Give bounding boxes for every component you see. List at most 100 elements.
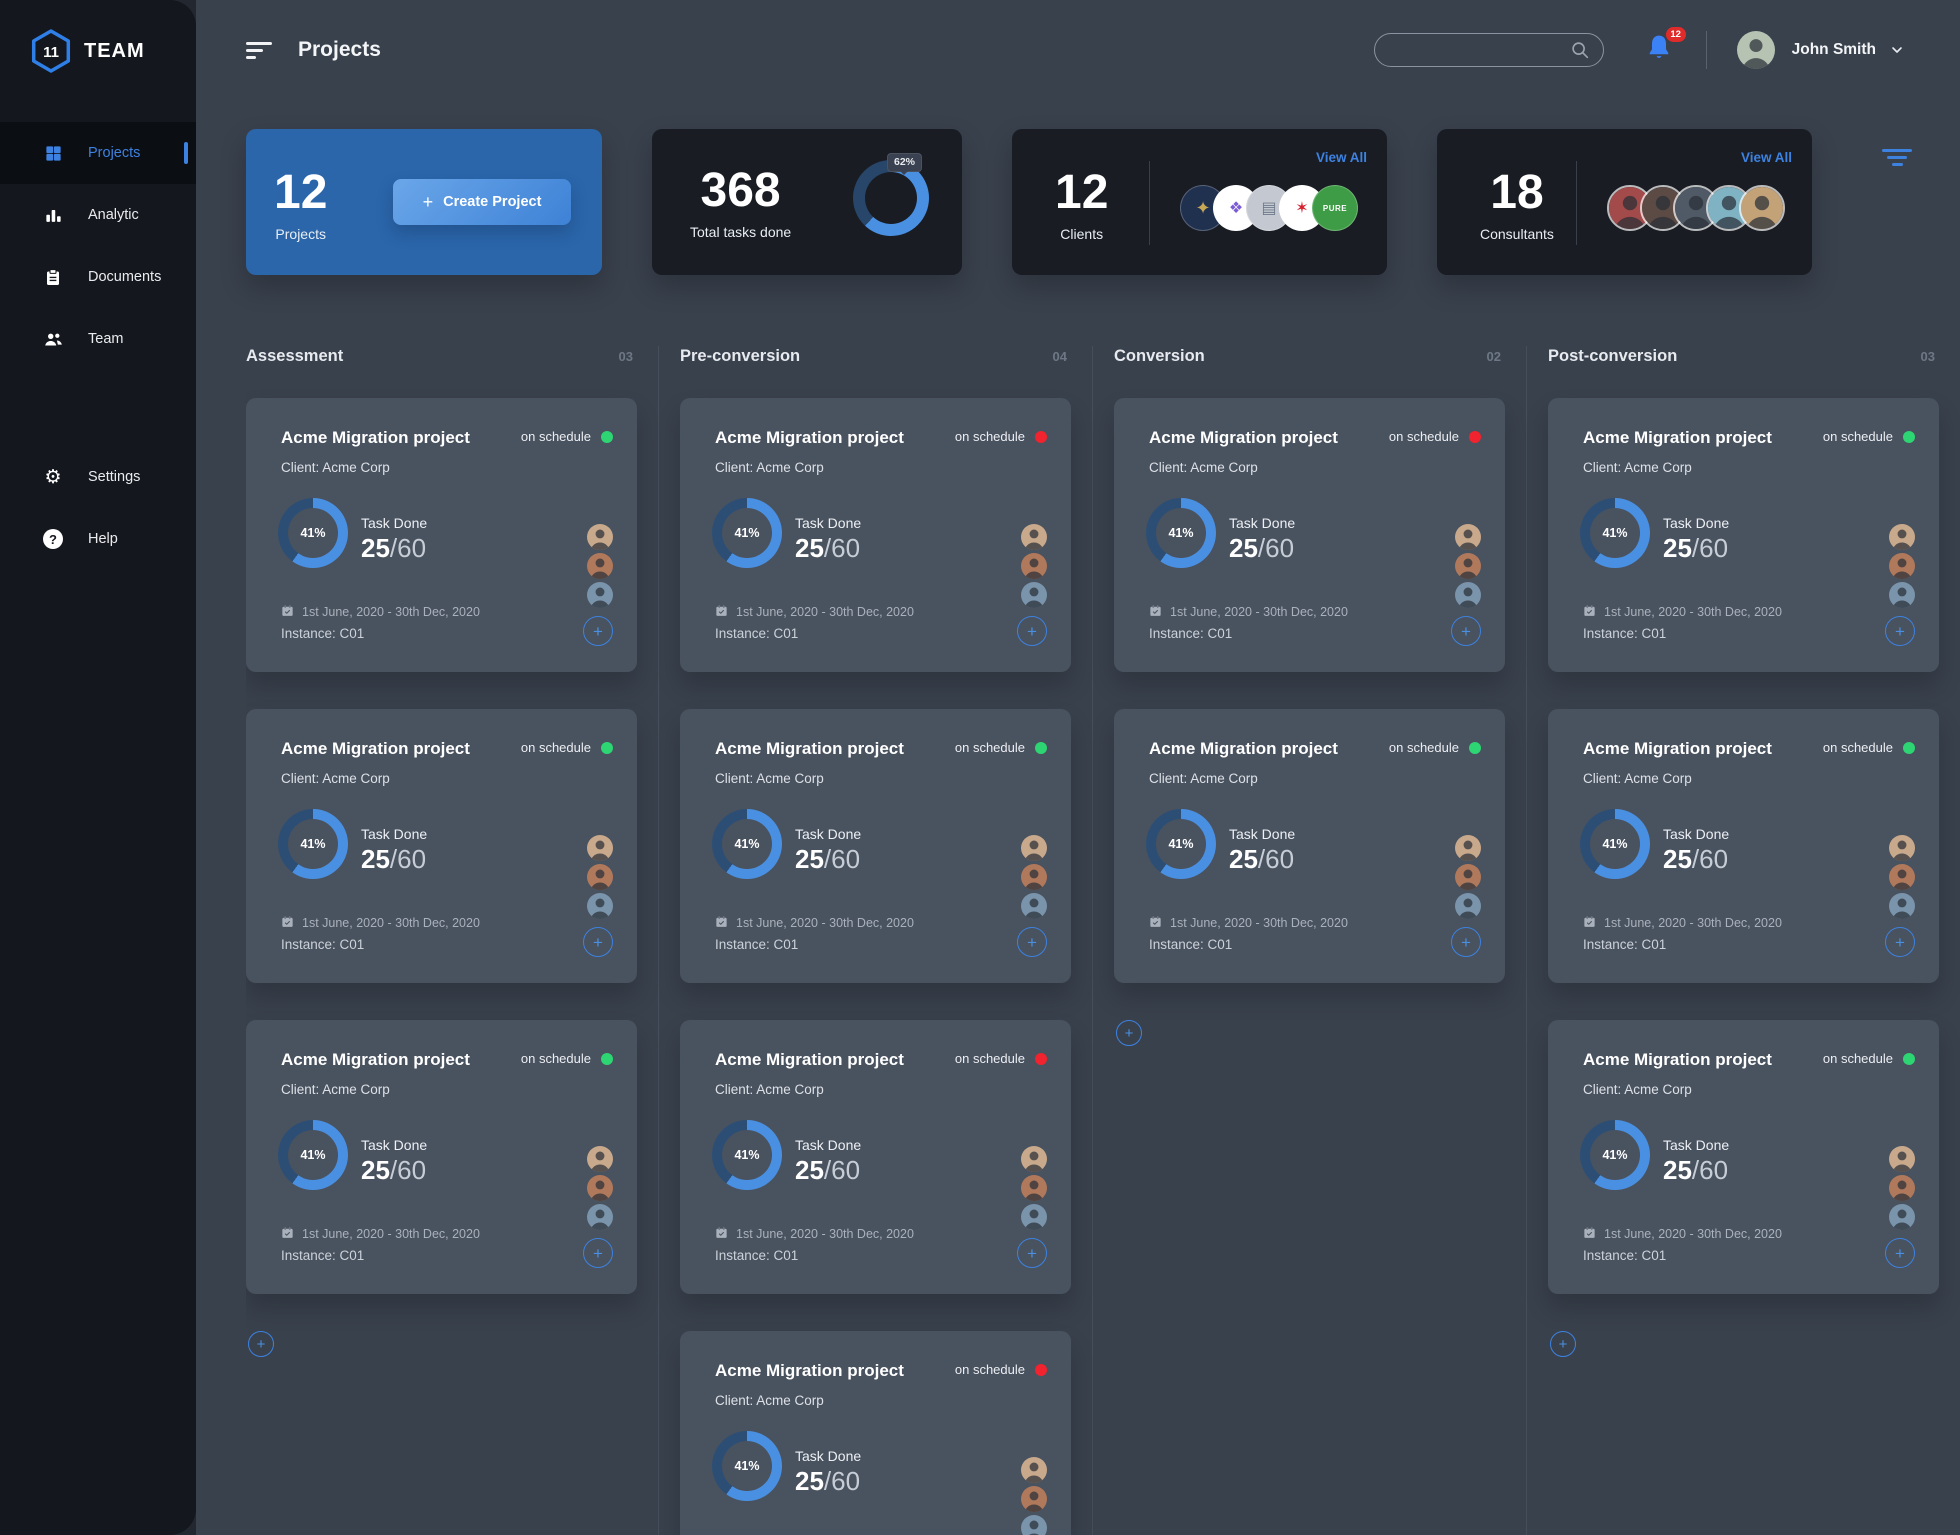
stat-divider: [1149, 161, 1150, 245]
tasks-total-count: /60: [1257, 533, 1295, 563]
status-dot-green: [1469, 741, 1481, 754]
card-status: on schedule: [1823, 1051, 1915, 1066]
task-done-label: Task Done: [361, 515, 428, 531]
project-card[interactable]: Acme Migration project Client: Acme Corp o…: [246, 1020, 637, 1294]
sidebar-nav-secondary: ⚙ Settings? Help: [0, 446, 196, 570]
add-card-button[interactable]: +: [1550, 1331, 1576, 1357]
add-member-button[interactable]: +: [583, 1238, 613, 1268]
status-dot-red: [1035, 1052, 1047, 1065]
card-date-text: 1st June, 2020 - 30th Dec, 2020: [736, 605, 914, 619]
task-numbers: 25/60: [1663, 533, 1729, 564]
task-numbers: 25/60: [795, 844, 861, 875]
project-card[interactable]: Acme Migration project Client: Acme Corp o…: [1548, 709, 1939, 983]
task-progress: Task Done 25/60: [795, 1137, 861, 1186]
task-numbers: 25/60: [361, 533, 427, 564]
sidebar-item-team[interactable]: Team: [0, 308, 196, 370]
sidebar-item-help[interactable]: ? Help: [0, 508, 196, 570]
project-card[interactable]: Acme Migration project Client: Acme Corp o…: [680, 1331, 1071, 1535]
topbar-divider: [1705, 31, 1707, 69]
project-card[interactable]: Acme Migration project Client: Acme Corp o…: [1114, 398, 1505, 672]
calendar-icon: [1149, 915, 1162, 931]
filter-icon[interactable]: [1882, 149, 1912, 166]
add-member-button[interactable]: +: [1885, 616, 1915, 646]
sidebar-item-label: Analytic: [88, 207, 139, 223]
create-project-button[interactable]: + Create Project: [393, 179, 571, 225]
add-card-button[interactable]: +: [248, 1331, 274, 1357]
status-label: on schedule: [1822, 740, 1893, 755]
card-client: Client: Acme Corp: [281, 1082, 390, 1097]
task-progress: Task Done 25/60: [361, 826, 427, 875]
search-box[interactable]: [1373, 33, 1604, 67]
add-member-button[interactable]: +: [1451, 616, 1481, 646]
avatar-man-brown-hair: [587, 1175, 613, 1201]
kanban-board: Assessment 03 Acme Migration project Client…: [246, 346, 1960, 1535]
add-member-button[interactable]: +: [1017, 1238, 1047, 1268]
status-dot-green: [601, 1052, 613, 1065]
card-member-avatars: [587, 524, 613, 608]
project-card[interactable]: Acme Migration project Client: Acme Corp o…: [246, 709, 637, 983]
project-card[interactable]: Acme Migration project Client: Acme Corp o…: [680, 1020, 1071, 1294]
task-progress: Task Done 25/60: [795, 826, 861, 875]
sidebar-item-documents[interactable]: Documents: [0, 246, 196, 308]
sidebar-item-label: Team: [88, 331, 124, 347]
task-done-label: Task Done: [795, 1448, 862, 1464]
donut-percent-label: 41%: [1168, 837, 1194, 851]
clients-count: 12: [1055, 166, 1109, 219]
card-status: on schedule: [521, 1051, 613, 1066]
tasks-done-count: 25: [361, 1155, 390, 1185]
search-input[interactable]: [1390, 42, 1569, 58]
card-instance: Instance: C01: [1583, 626, 1667, 641]
task-numbers: 25/60: [1663, 844, 1729, 875]
card-date: 1st June, 2020 - 30th Dec, 2020: [715, 604, 914, 620]
sidebar-item-projects[interactable]: Projects: [0, 122, 196, 184]
main-area: Projects 12 John Smith: [196, 0, 1960, 1535]
calendar-icon: [1149, 604, 1162, 620]
project-card[interactable]: Acme Migration project Client: Acme Corp o…: [246, 398, 637, 672]
task-donut-chart: 41%: [712, 809, 782, 879]
notifications-button[interactable]: 12: [1646, 26, 1686, 67]
add-card-button[interactable]: +: [1116, 1020, 1142, 1046]
card-client: Client: Acme Corp: [715, 771, 824, 786]
project-card[interactable]: Acme Migration project Client: Acme Corp o…: [1114, 709, 1505, 983]
chevron-down-icon[interactable]: [1889, 42, 1905, 58]
card-client: Client: Acme Corp: [1149, 460, 1258, 475]
project-card[interactable]: Acme Migration project Client: Acme Corp o…: [680, 709, 1071, 983]
project-card[interactable]: Acme Migration project Client: Acme Corp o…: [680, 398, 1071, 672]
task-done-label: Task Done: [1229, 515, 1296, 531]
card-title: Acme Migration project: [281, 739, 470, 758]
consultants-view-all-link[interactable]: View All: [1740, 150, 1792, 165]
add-member-button[interactable]: +: [1451, 927, 1481, 957]
add-member-button[interactable]: +: [1017, 616, 1047, 646]
card-member-avatars: [1455, 524, 1481, 608]
sidebar-item-analytic[interactable]: Analytic: [0, 184, 196, 246]
calendar-icon: [1583, 915, 1596, 931]
stat-card-projects: 12 Projects + Create Project: [246, 129, 602, 275]
user-avatar[interactable]: [1736, 31, 1775, 69]
project-card[interactable]: Acme Migration project Client: Acme Corp o…: [1548, 398, 1939, 672]
card-status: on schedule: [955, 740, 1047, 755]
card-date: 1st June, 2020 - 30th Dec, 2020: [1583, 915, 1782, 931]
sort-lines-icon[interactable]: [246, 41, 272, 59]
user-name[interactable]: John Smith: [1791, 41, 1876, 58]
add-member-button[interactable]: +: [583, 927, 613, 957]
task-donut-chart: 41%: [278, 1120, 348, 1190]
add-member-button[interactable]: +: [1885, 927, 1915, 957]
status-label: on schedule: [520, 1051, 591, 1066]
card-title: Acme Migration project: [715, 739, 904, 758]
sidebar-item-settings[interactable]: ⚙ Settings: [0, 446, 196, 508]
card-date-text: 1st June, 2020 - 30th Dec, 2020: [302, 605, 480, 619]
logo-text: TEAM: [84, 39, 145, 62]
add-member-button[interactable]: +: [1017, 927, 1047, 957]
project-card[interactable]: Acme Migration project Client: Acme Corp o…: [1548, 1020, 1939, 1294]
clients-view-all-link[interactable]: View All: [1315, 150, 1367, 165]
tasks-total-count: /60: [1691, 844, 1729, 874]
avatar-man-dark-hair: [1455, 835, 1481, 861]
card-client: Client: Acme Corp: [281, 460, 390, 475]
card-title: Acme Migration project: [1149, 428, 1338, 447]
card-date: 1st June, 2020 - 30th Dec, 2020: [281, 915, 480, 931]
card-title: Acme Migration project: [281, 1050, 470, 1069]
status-label: on schedule: [1388, 740, 1459, 755]
donut-percent-label: 41%: [300, 837, 326, 851]
add-member-button[interactable]: +: [583, 616, 613, 646]
add-member-button[interactable]: +: [1885, 1238, 1915, 1268]
